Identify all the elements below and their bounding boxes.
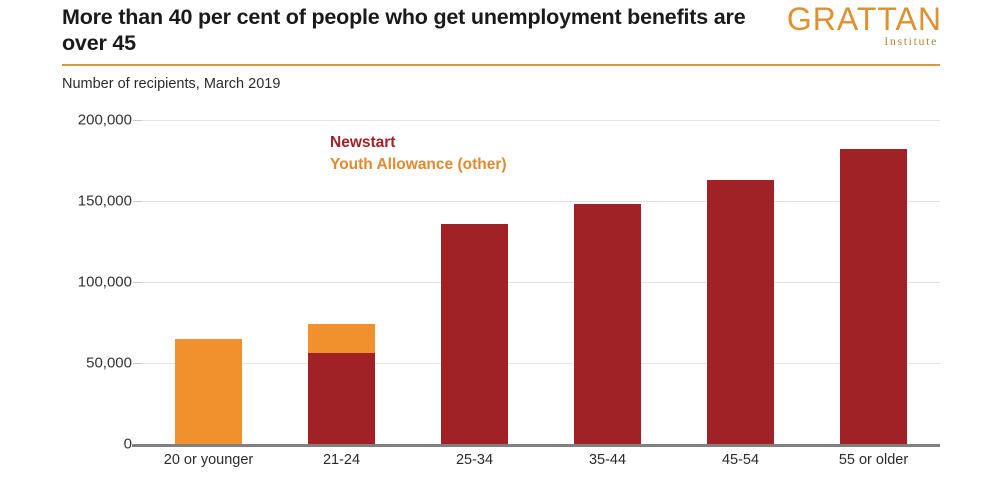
bar-segment-youth-allowance[interactable] xyxy=(308,324,375,354)
logo-wordmark: GRATTAN xyxy=(786,1,942,37)
bar-segment-youth-allowance[interactable] xyxy=(175,338,242,444)
y-axis-tick-label: 100,000 xyxy=(77,273,132,291)
x-axis-tick-label: 55 or older xyxy=(838,452,909,468)
bar-segment-newstart[interactable] xyxy=(707,179,774,444)
x-axis-line xyxy=(132,444,940,447)
y-axis-tick-label: 200,000 xyxy=(77,111,132,129)
chart-subtitle: Number of recipients, March 2019 xyxy=(62,76,281,92)
y-axis-tick xyxy=(133,444,142,445)
bar-group[interactable] xyxy=(840,120,907,444)
x-axis-tick-label: 35-44 xyxy=(588,452,627,468)
chart-legend: Newstart Youth Allowance (other) xyxy=(330,132,507,176)
plot-area xyxy=(132,120,940,447)
y-axis-tick xyxy=(133,201,142,202)
y-axis-tick-label: 50,000 xyxy=(86,354,132,372)
bar-group[interactable] xyxy=(707,120,774,444)
chart-header: More than 40 per cent of people who get … xyxy=(0,0,1000,72)
y-axis-tick xyxy=(133,120,142,121)
bar-segment-newstart[interactable] xyxy=(441,223,508,444)
header-divider xyxy=(62,64,940,66)
gridline xyxy=(142,363,940,364)
gridline xyxy=(142,282,940,283)
logo-subtext: Institute xyxy=(884,34,938,48)
page-title: More than 40 per cent of people who get … xyxy=(62,5,746,55)
y-axis-tick xyxy=(133,363,142,364)
bar-group[interactable] xyxy=(308,120,375,444)
bar-segment-newstart[interactable] xyxy=(574,204,641,444)
legend-item-newstart: Newstart xyxy=(330,134,396,151)
bar-group[interactable] xyxy=(574,120,641,444)
gridline xyxy=(142,120,940,121)
bar-segment-newstart[interactable] xyxy=(308,353,375,444)
y-axis-tick xyxy=(133,282,142,283)
grattan-logo: GRATTAN Institute xyxy=(762,2,942,48)
bar-segment-newstart[interactable] xyxy=(840,149,907,444)
y-axis-labels: 0 50,000 100,000 150,000 200,000 xyxy=(42,112,132,453)
x-axis-tick-label: 45-54 xyxy=(721,452,760,468)
gridline xyxy=(142,201,940,202)
bar-group[interactable] xyxy=(441,120,508,444)
y-axis-tick-label: 150,000 xyxy=(77,192,132,210)
bar-group[interactable] xyxy=(175,120,242,444)
legend-item-youth-allowance: Youth Allowance (other) xyxy=(330,156,507,173)
x-axis-tick-label: 25-34 xyxy=(455,452,494,468)
x-axis-tick-label: 21-24 xyxy=(322,452,361,468)
y-axis-tick-label: 0 xyxy=(123,435,132,453)
x-axis-tick-label: 20 or younger xyxy=(163,452,254,468)
